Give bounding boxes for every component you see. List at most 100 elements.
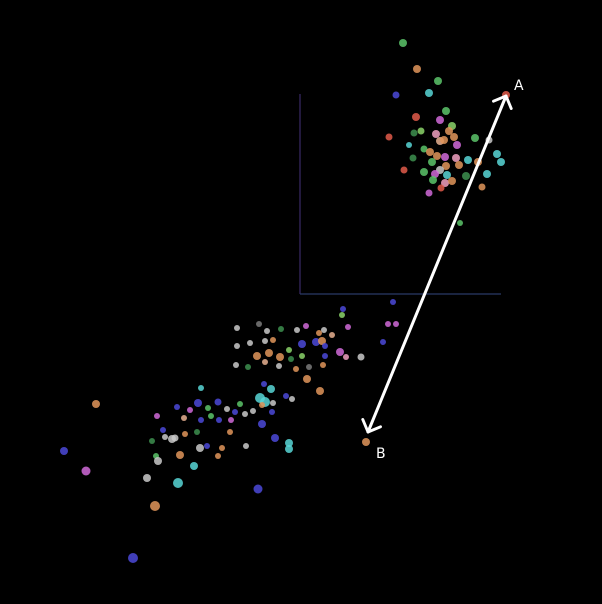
data-point	[174, 404, 180, 410]
data-point	[271, 434, 279, 442]
data-point	[339, 312, 345, 318]
data-point	[253, 352, 261, 360]
data-point	[316, 330, 322, 336]
data-point	[429, 176, 437, 184]
data-point	[399, 39, 407, 47]
data-point	[215, 453, 221, 459]
data-point	[294, 327, 300, 333]
data-point	[400, 166, 408, 174]
data-point	[194, 399, 202, 407]
data-point	[262, 338, 268, 344]
data-point	[228, 417, 234, 423]
data-point	[318, 337, 326, 345]
data-point	[478, 183, 486, 191]
data-point	[276, 363, 282, 369]
data-point	[392, 91, 400, 99]
data-point	[181, 415, 187, 421]
data-point	[196, 444, 204, 452]
data-point	[283, 393, 289, 399]
data-point	[154, 457, 162, 465]
data-point	[198, 385, 204, 391]
data-point	[198, 417, 204, 423]
data-point	[306, 364, 312, 370]
data-point	[143, 474, 151, 482]
annotation-label-b: B	[376, 446, 386, 462]
data-point	[162, 434, 168, 440]
data-point	[393, 321, 399, 327]
data-point	[345, 324, 351, 330]
data-point	[450, 133, 458, 141]
data-point	[303, 323, 309, 329]
data-point	[425, 89, 433, 97]
data-point	[413, 65, 421, 73]
data-point	[243, 443, 249, 449]
data-point	[448, 177, 456, 185]
data-point	[425, 189, 433, 197]
data-point	[462, 172, 470, 180]
data-point	[227, 429, 233, 435]
data-point	[320, 362, 326, 368]
data-point	[160, 427, 166, 433]
data-point	[483, 170, 491, 178]
data-point	[336, 348, 344, 356]
data-point	[232, 409, 238, 415]
data-point	[442, 107, 450, 115]
data-point	[270, 337, 276, 343]
data-point	[293, 366, 299, 372]
data-point	[340, 306, 346, 312]
data-point	[258, 420, 266, 428]
data-point	[176, 451, 184, 459]
data-point	[224, 406, 230, 412]
data-point	[81, 466, 91, 476]
data-point	[182, 431, 188, 437]
data-point	[385, 321, 391, 327]
data-point	[432, 130, 440, 138]
data-point	[493, 150, 501, 158]
data-point	[316, 387, 324, 395]
data-point	[436, 116, 444, 124]
data-point	[343, 354, 349, 360]
data-point	[452, 154, 460, 162]
data-point	[321, 327, 327, 333]
data-point	[288, 356, 294, 362]
data-point	[412, 113, 420, 121]
data-point	[420, 168, 428, 176]
data-point	[406, 142, 412, 148]
scatter-points	[60, 39, 510, 563]
data-point	[322, 343, 328, 349]
data-point	[269, 409, 275, 415]
data-point	[380, 339, 386, 345]
data-point	[286, 347, 292, 353]
data-point	[154, 413, 160, 419]
data-point	[303, 375, 311, 383]
data-point	[261, 381, 267, 387]
data-point	[285, 439, 293, 447]
data-point	[312, 338, 320, 346]
data-point	[426, 148, 434, 156]
data-point	[219, 445, 225, 451]
annotation-label-a: A	[514, 78, 524, 94]
data-point	[242, 411, 248, 417]
data-point	[234, 325, 240, 331]
data-point	[497, 158, 505, 166]
data-point	[285, 445, 293, 453]
data-point	[457, 220, 463, 226]
data-point	[385, 133, 393, 141]
data-point	[455, 161, 463, 169]
data-point	[149, 438, 155, 444]
axes-group	[299, 94, 501, 295]
data-point	[245, 364, 251, 370]
data-point	[187, 407, 193, 413]
data-point	[417, 127, 425, 135]
data-point	[329, 332, 335, 338]
double-arrow	[361, 94, 513, 434]
data-point	[205, 405, 211, 411]
data-point	[259, 402, 265, 408]
data-point	[150, 501, 160, 511]
data-point	[256, 321, 262, 327]
data-point	[253, 484, 263, 494]
data-point	[390, 299, 396, 305]
data-point	[264, 328, 270, 334]
data-point	[278, 326, 284, 332]
